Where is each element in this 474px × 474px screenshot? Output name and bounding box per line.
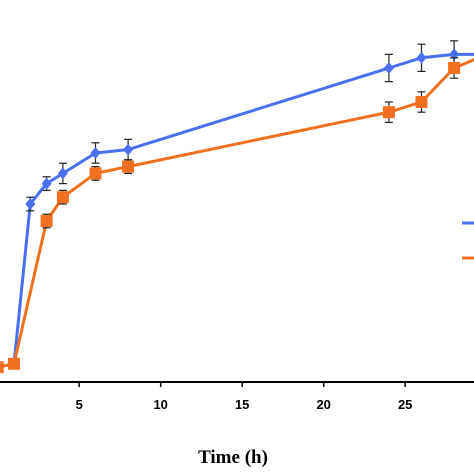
data-point-square (448, 62, 461, 74)
series-1 (0, 57, 474, 374)
data-point-diamond (41, 177, 52, 190)
data-point-square (382, 106, 395, 119)
data-point-square (0, 361, 4, 374)
series-layer (0, 40, 474, 374)
data-point-square (89, 167, 102, 180)
data-point-diamond (123, 143, 134, 156)
data-point-square (40, 215, 53, 227)
data-point-diamond (416, 51, 427, 64)
data-point-square (415, 96, 428, 108)
x-tick-label: 15 (235, 397, 249, 412)
data-point-diamond (57, 167, 68, 180)
series-line (0, 58, 474, 369)
series-0 (0, 40, 474, 371)
x-axis-title: Time (h) (198, 447, 268, 468)
x-axis: 51015202530 (0, 381, 474, 412)
data-point-diamond (383, 62, 394, 74)
data-point-diamond (25, 198, 36, 210)
x-tick-label: 10 (153, 397, 167, 412)
x-tick-label: 20 (316, 397, 330, 412)
data-point-square (56, 191, 69, 204)
x-tick-label: 5 (76, 397, 83, 412)
data-point-square (122, 160, 135, 173)
data-point-diamond (90, 147, 101, 159)
series-line (0, 52, 474, 369)
legend (462, 221, 474, 260)
data-point-square (8, 357, 20, 370)
x-tick-label: 25 (398, 397, 412, 412)
